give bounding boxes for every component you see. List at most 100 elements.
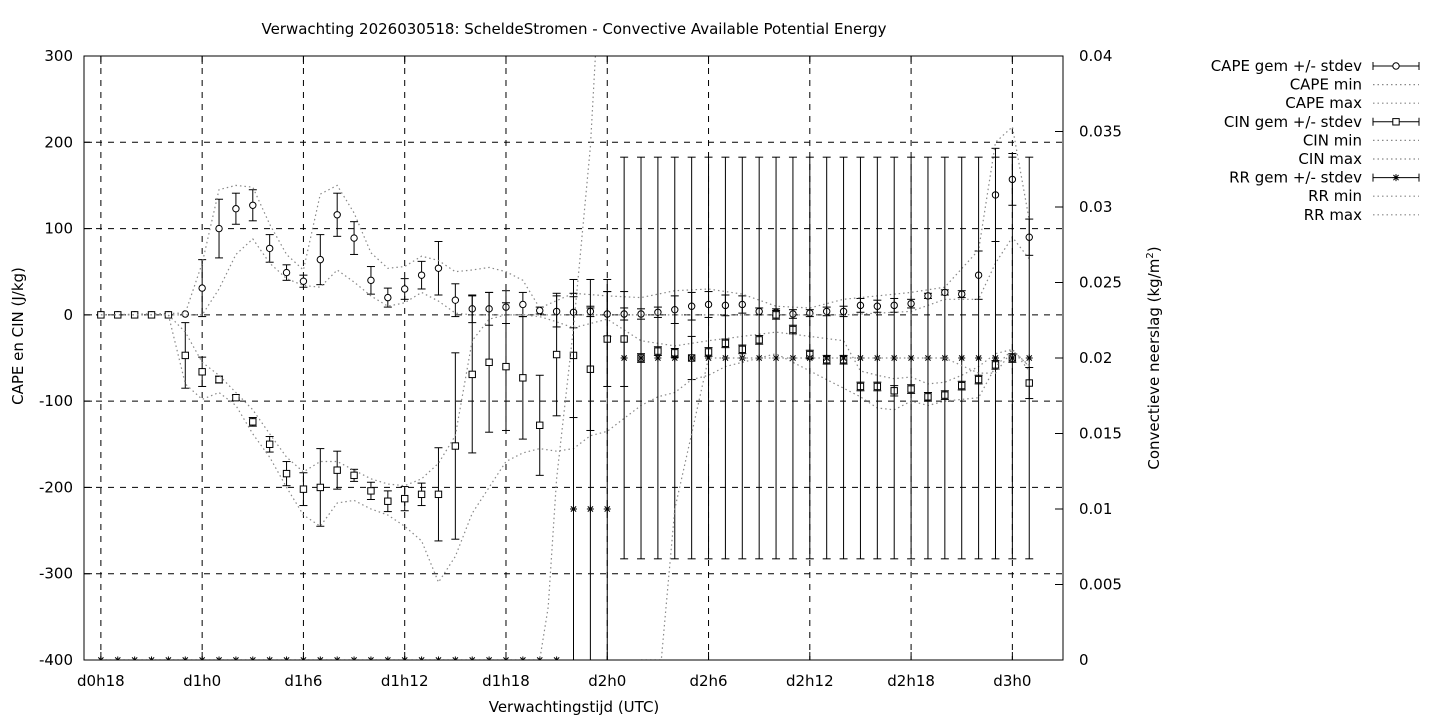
star-marker [451, 656, 459, 660]
y-tick-label: -400 [39, 651, 73, 669]
star-marker [519, 656, 527, 660]
square-marker [316, 483, 325, 492]
data-point [299, 274, 308, 288]
circle-marker [434, 264, 443, 272]
data-point [282, 461, 291, 487]
square-marker [333, 466, 341, 474]
data-point [670, 156, 679, 560]
y2-tick-label: 0.025 [1079, 274, 1122, 292]
legend-label: CAPE min [1290, 76, 1362, 94]
data-point [131, 656, 139, 660]
series-rr-max [641, 349, 1030, 660]
data-point [400, 486, 409, 512]
star-marker [975, 354, 983, 362]
data-point [148, 656, 156, 660]
data-point [181, 322, 190, 389]
data-point [468, 656, 476, 660]
series-rr-gem-stdev [97, 156, 1034, 660]
data-point [1025, 156, 1034, 560]
data-point [434, 241, 443, 296]
x-tick-label: d1h12 [381, 672, 429, 690]
data-point [400, 278, 409, 300]
data-point [1008, 156, 1017, 560]
data-point [181, 656, 189, 660]
data-point [518, 316, 527, 440]
data-point [451, 283, 460, 318]
square-marker [265, 440, 274, 448]
square-marker [468, 370, 476, 379]
data-point [215, 656, 223, 660]
data-point [788, 156, 797, 560]
circle-marker [417, 271, 426, 279]
data-point [418, 656, 426, 660]
data-point [468, 295, 477, 454]
legend-label: CAPE max [1285, 94, 1362, 112]
y2-tick-label: 0.01 [1079, 500, 1112, 518]
star-marker [671, 354, 679, 362]
circle-marker [215, 224, 223, 233]
data-point [417, 260, 426, 290]
star-marker [1392, 174, 1400, 182]
data-point [215, 375, 224, 384]
x-axis-label: Verwachtingstijd (UTC) [489, 698, 660, 716]
square-marker [299, 485, 308, 493]
square-marker [552, 350, 561, 359]
star-marker [434, 656, 442, 660]
plot-series [97, 56, 1034, 660]
circle-marker [401, 285, 409, 293]
star-marker [1008, 354, 1016, 362]
data-point [434, 447, 443, 542]
data-point [248, 417, 257, 427]
star-marker [468, 656, 476, 660]
data-point [383, 287, 392, 308]
data-point [856, 156, 865, 560]
star-marker [333, 656, 341, 660]
circle-marker [333, 211, 341, 219]
x-tick-label: d1h0 [183, 672, 221, 690]
data-point [620, 156, 629, 560]
legend-item: CIN max [1298, 150, 1419, 168]
star-marker [131, 656, 139, 660]
star-marker [418, 656, 426, 660]
data-point [755, 156, 764, 560]
series-line [100, 314, 1030, 487]
legend-item: CIN gem +/- stdev [1224, 113, 1420, 131]
star-marker [367, 656, 375, 660]
y2-tick-label: 0.03 [1079, 198, 1112, 216]
data-point [553, 656, 561, 660]
x-tick-label: d2h18 [887, 672, 935, 690]
star-marker [654, 354, 662, 362]
square-marker [384, 497, 392, 505]
star-marker [553, 656, 561, 660]
data-point [366, 481, 375, 501]
data-point [704, 156, 713, 560]
data-point [316, 656, 324, 660]
data-point [653, 156, 662, 560]
data-point [535, 374, 544, 476]
data-point [367, 656, 375, 660]
legend-label: RR max [1304, 206, 1362, 224]
data-point [501, 302, 510, 431]
legend-label: RR min [1308, 187, 1362, 205]
square-marker [401, 494, 409, 503]
data-point [384, 656, 392, 660]
star-marker [164, 656, 172, 660]
data-point [923, 156, 932, 560]
data-point [333, 656, 341, 660]
y2-axis-label-main: Convectieve neerslag (kg/m [1145, 259, 1163, 470]
x-tick-label: d2h0 [588, 672, 626, 690]
y2-tick-label: 0.04 [1079, 47, 1112, 65]
data-point [721, 156, 730, 560]
square-marker [502, 362, 510, 371]
y2-tick-label: 0.005 [1079, 576, 1122, 594]
star-marker [1025, 354, 1033, 362]
data-point [687, 156, 696, 560]
data-point [130, 311, 139, 319]
circle-marker [536, 306, 544, 315]
star-marker [114, 656, 122, 660]
data-point [181, 310, 189, 318]
star-marker [249, 656, 257, 660]
star-marker [755, 354, 763, 362]
data-point [383, 490, 392, 513]
